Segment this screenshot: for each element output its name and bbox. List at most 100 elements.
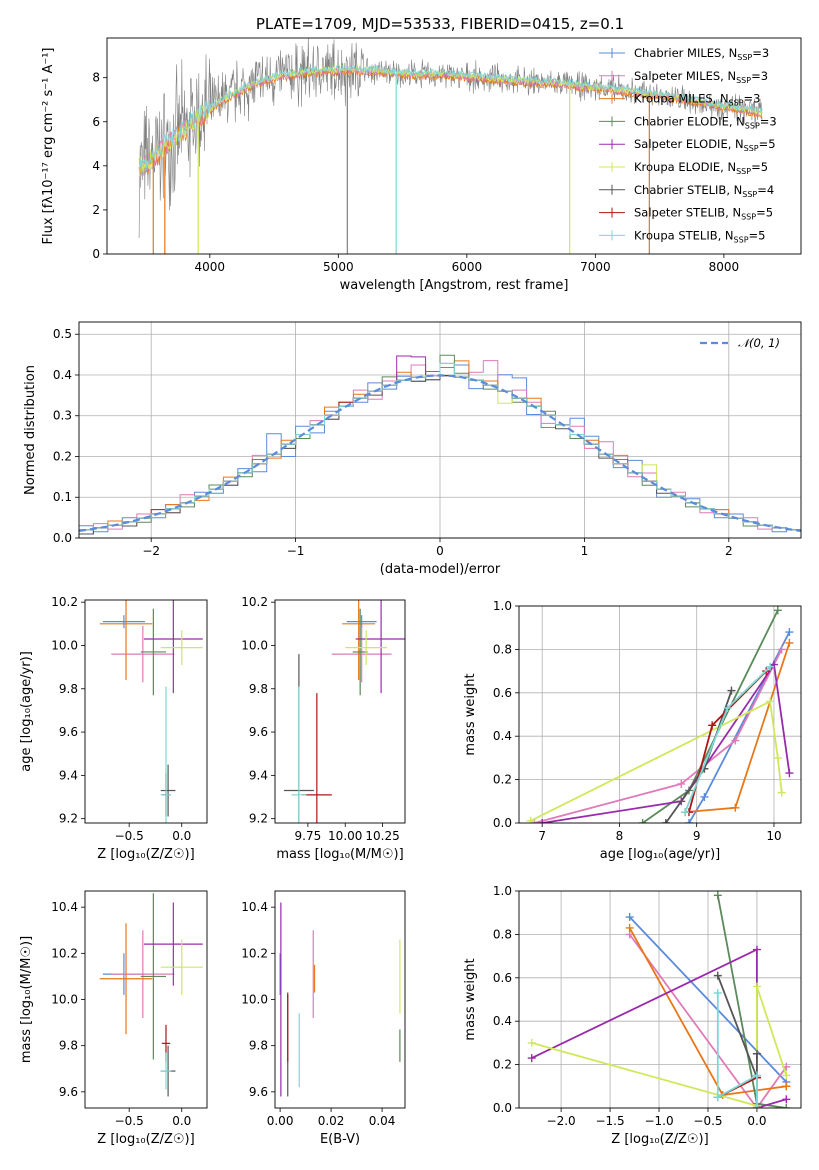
legend-label: Salpeter STELIB, NSSP=5 xyxy=(634,206,773,222)
weight-marker xyxy=(782,1104,791,1108)
axis-label: wavelength [Angstrom, rest frame] xyxy=(340,278,569,293)
legend-suffix: =5 xyxy=(759,137,776,151)
weight-marker xyxy=(752,982,761,991)
y-tick-label: 10.0 xyxy=(241,993,268,1007)
legend-suffix: =5 xyxy=(751,160,768,174)
weight-marker xyxy=(752,1049,761,1058)
y-tick-label: 9.4 xyxy=(249,768,268,782)
legend-text: Chabrier MILES, N xyxy=(634,46,737,60)
axes-frame xyxy=(106,37,802,255)
axis-label: Z [log₁₀(Z/Z☉)] xyxy=(611,1132,708,1147)
weight-marker xyxy=(625,923,634,932)
axes-frame xyxy=(518,605,802,824)
weight-marker xyxy=(681,808,690,817)
weight-series xyxy=(638,606,782,823)
legend-entry: Kroupa ELODIE, NSSP=5 xyxy=(599,160,768,176)
weight-marker xyxy=(752,1071,761,1080)
legend-entry: Chabrier MILES, NSSP=3 xyxy=(599,46,769,62)
legend-subscript: SSP xyxy=(744,144,759,153)
y-tick-label: 0.0 xyxy=(53,531,72,545)
legend-subscript: SSP xyxy=(729,99,744,108)
normal-curve xyxy=(79,374,801,532)
y-tick-label: 10.2 xyxy=(241,595,268,609)
legend-label: Chabrier MILES, NSSP=3 xyxy=(634,46,769,62)
y-tick-label: 1.0 xyxy=(493,884,512,898)
legend-entry: Salpeter MILES, NSSP=3 xyxy=(599,69,768,85)
weight-line xyxy=(642,609,779,823)
errorbar-point xyxy=(143,902,203,986)
legend-label: 𝒩(0, 1) xyxy=(738,336,780,350)
weight-marker xyxy=(661,819,670,823)
errorbar-point xyxy=(140,608,166,696)
axes-frame xyxy=(84,599,208,824)
errorbar-point xyxy=(111,625,175,683)
model-spectrum xyxy=(138,64,763,171)
errorbar-point xyxy=(291,686,307,823)
panel-age-vs-mass: 9.75 10.00 10.25 9.2 9.4 9.6 9.8 10.0 10.2 mass [… xyxy=(241,595,406,862)
weight-marker xyxy=(723,703,732,712)
errorbar-point xyxy=(99,923,153,1035)
weight-series xyxy=(681,638,794,817)
y-tick-label: 10.0 xyxy=(51,638,78,652)
x-tick-label: 0.0 xyxy=(172,1114,191,1128)
legend-text: Kroupa ELODIE, N xyxy=(634,160,736,174)
legend-entry: Salpeter ELODIE, NSSP=5 xyxy=(599,137,776,153)
weight-series xyxy=(684,628,794,823)
legend-label: Kroupa ELODIE, NSSP=5 xyxy=(634,160,768,176)
x-tick-label: −2.0 xyxy=(547,1114,576,1128)
y-tick-label: 0.3 xyxy=(53,409,72,423)
y-tick-label: 10.2 xyxy=(51,946,78,960)
weight-marker xyxy=(777,645,786,654)
x-tick-label: 0.04 xyxy=(369,1114,396,1128)
weight-marker xyxy=(752,1104,761,1108)
errorbar-point xyxy=(111,930,175,1018)
x-tick-label: −2 xyxy=(142,544,160,558)
y-tick-label: 9.8 xyxy=(59,682,78,696)
errorbar-point xyxy=(160,764,176,817)
legend-label: Kroupa MILES, NSSP=3 xyxy=(634,92,760,108)
y-tick-label: 9.4 xyxy=(59,768,78,782)
axis-label: Z [log₁₀(Z/Z☉)] xyxy=(97,1132,194,1147)
legend-label: Chabrier ELODIE, NSSP=3 xyxy=(634,114,777,130)
y-tick-label: 4 xyxy=(92,159,100,173)
axes-frame xyxy=(274,890,406,1109)
weight-marker xyxy=(782,1095,791,1104)
weight-series xyxy=(526,697,786,823)
weight-marker xyxy=(708,721,717,730)
panel-spectrum: 4000 5000 6000 7000 8000 0 2 4 6 8 wavelength [Ang… xyxy=(41,37,802,293)
weight-marker xyxy=(526,816,535,823)
legend-subscript: SSP xyxy=(741,213,756,222)
x-tick-label: 0.0 xyxy=(172,829,191,843)
x-tick-label: 10.00 xyxy=(328,829,362,843)
errorbar-point xyxy=(342,600,376,681)
y-tick-label: 0.8 xyxy=(493,642,512,656)
x-tick-label: 2 xyxy=(725,544,733,558)
x-tick-label: −0.5 xyxy=(115,829,144,843)
y-tick-label: 8 xyxy=(92,71,100,85)
errorbar-point xyxy=(160,1052,172,1090)
axes-frame xyxy=(518,890,802,1109)
errorbar-point xyxy=(143,600,203,694)
legend-entry: Chabrier STELIB, NSSP=4 xyxy=(599,183,774,199)
x-tick-label: 0.00 xyxy=(267,1114,294,1128)
axis-label: (data-model)/error xyxy=(380,562,501,577)
legend-subscript: SSP xyxy=(745,121,760,130)
legend-text: Kroupa STELIB, N xyxy=(634,228,734,242)
plot-area xyxy=(279,902,401,1097)
errorbar-point xyxy=(355,600,405,694)
errorbar-point xyxy=(160,630,203,665)
x-tick-label: 0.0 xyxy=(747,1114,766,1128)
y-tick-label: 0.2 xyxy=(493,773,512,787)
legend-entry: Kroupa STELIB, NSSP=5 xyxy=(599,228,765,244)
y-tick-label: 0.2 xyxy=(493,1058,512,1072)
y-tick-label: 9.8 xyxy=(249,682,268,696)
x-tick-label: 8 xyxy=(616,829,624,843)
legend-subscript: SSP xyxy=(736,76,751,85)
legend-text: Salpeter STELIB, N xyxy=(634,206,741,220)
legend-label: Salpeter MILES, NSSP=3 xyxy=(634,69,768,85)
errorbar-point xyxy=(99,600,153,681)
x-tick-label: 8000 xyxy=(709,260,740,274)
weight-marker xyxy=(713,891,722,900)
weight-marker xyxy=(700,792,709,801)
